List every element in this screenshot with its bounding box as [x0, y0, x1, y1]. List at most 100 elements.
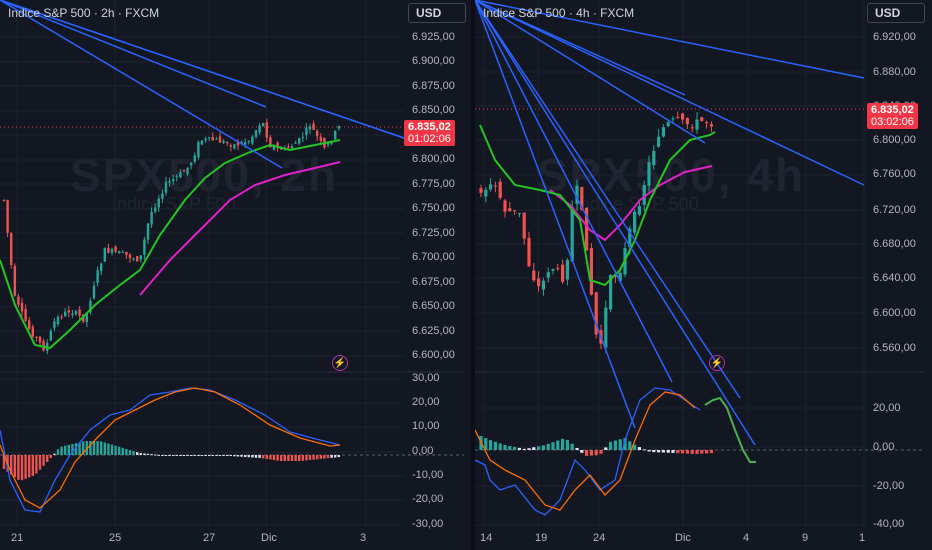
candle-body: [254, 130, 258, 137]
axis-label: 6.700,00: [412, 251, 455, 263]
candle-body: [575, 185, 579, 204]
macd-histogram-bar: [179, 455, 182, 456]
candle-body: [305, 127, 308, 135]
macd-histogram-bar: [175, 455, 178, 456]
candle-body: [637, 206, 641, 215]
macd-histogram-bar: [265, 455, 268, 460]
ema-fast-line: [479, 124, 716, 287]
candle-body: [308, 126, 312, 130]
axis-label: 6.920,00: [873, 31, 916, 43]
macd-histogram-bar: [64, 445, 67, 455]
axis-label: 20,00: [412, 396, 440, 408]
candle-body: [236, 142, 240, 146]
candle-body: [215, 138, 218, 140]
candle-body: [190, 162, 193, 166]
macd-histogram-bar: [136, 452, 139, 455]
candle-body: [294, 142, 297, 144]
macd-histogram-bar: [312, 455, 315, 460]
candle-body: [556, 268, 560, 270]
pane-divider[interactable]: [471, 0, 475, 550]
candle-body: [301, 136, 304, 138]
macd-histogram-bar: [508, 445, 512, 450]
candle-body: [609, 275, 613, 310]
candle-body: [312, 123, 315, 130]
macd-histogram-bar: [709, 450, 713, 454]
macd-histogram-bar: [666, 450, 670, 453]
macd-histogram-bar: [276, 455, 279, 461]
macd-histogram-bar: [319, 455, 322, 459]
trendline: [0, 0, 405, 139]
candle-body: [154, 207, 157, 212]
macd-histogram-bar: [258, 455, 261, 458]
axis-label: 30,00: [412, 372, 440, 384]
chart-pane-2h[interactable]: SPX500, 2h Indice S&P 500 Indice S&P 500…: [0, 0, 471, 550]
macd-histogram-bar: [690, 450, 694, 454]
ema-fast-line: [0, 139, 341, 350]
candle-body: [551, 269, 555, 271]
candle-body: [676, 116, 680, 118]
candle-body: [280, 148, 283, 150]
macd-histogram-bar: [484, 438, 488, 450]
candle-body: [85, 312, 88, 323]
candle-body: [642, 185, 646, 205]
macd-histogram-bar: [585, 450, 589, 456]
candle-body: [244, 142, 247, 145]
macd-histogram-bar: [60, 446, 63, 455]
bar-countdown: 03:02:06: [871, 116, 914, 128]
candle-body: [200, 140, 204, 145]
macd-histogram-bar: [575, 448, 579, 450]
candle-body: [513, 210, 517, 212]
axis-label: 10,00: [412, 420, 440, 432]
candle-body: [517, 213, 521, 215]
flash-alert-icon[interactable]: ⚡: [332, 355, 348, 371]
candle-body: [110, 249, 114, 253]
axis-label: 0,00: [873, 441, 895, 453]
candle-body: [92, 285, 96, 299]
macd-histogram-bar: [301, 455, 304, 461]
candle-body: [484, 189, 488, 197]
time-axis-label: 9: [802, 532, 809, 544]
macd-histogram-bar: [240, 455, 243, 457]
chart-pane-4h[interactable]: SPX500, 4h Indice S&P 500 Indice S&P 500…: [475, 0, 932, 550]
axis-label: 6.750,00: [412, 202, 455, 214]
currency-button[interactable]: USD: [408, 3, 466, 23]
axis-label: 6.775,00: [412, 178, 455, 190]
macd-histogram-bar: [89, 441, 92, 455]
macd-histogram-bar: [46, 455, 49, 462]
macd-histogram-bar: [493, 441, 497, 450]
macd-histogram-bar: [157, 454, 160, 456]
axis-label: 6.680,00: [873, 238, 916, 250]
axis-label: 6.600,00: [412, 349, 455, 361]
current-price-label: 6.835,02 01:02:06: [404, 120, 455, 146]
currency-button[interactable]: USD: [867, 3, 925, 23]
macd-trendline: [475, 0, 741, 399]
axis-label: 6.850,00: [412, 104, 455, 116]
macd-histogram-bar: [28, 455, 31, 478]
candle-body: [74, 311, 78, 315]
macd-histogram-bar: [164, 455, 168, 456]
macd-histogram-bar: [290, 455, 294, 461]
macd-histogram-bar: [172, 455, 175, 456]
macd-histogram-bar: [35, 455, 38, 474]
macd-histogram-bar: [618, 439, 622, 450]
candle-body: [42, 340, 45, 351]
candle-body: [226, 142, 229, 144]
chart-canvas-2h[interactable]: [0, 0, 471, 550]
macd-histogram-bar: [49, 455, 52, 459]
macd-trendline: [475, 0, 636, 429]
chart-canvas-4h[interactable]: [475, 0, 932, 550]
candle-body: [128, 254, 132, 259]
flash-alert-icon[interactable]: ⚡: [709, 355, 725, 371]
macd-histogram-bar: [218, 455, 222, 456]
macd-histogram-bar: [637, 447, 641, 450]
macd-histogram-bar: [244, 455, 247, 458]
axis-label: 6.600,00: [873, 307, 916, 319]
candle-body: [20, 302, 24, 312]
candle-body: [522, 212, 526, 239]
macd-histogram-bar: [308, 455, 312, 460]
candle-body: [24, 309, 27, 321]
macd-histogram-bar: [2, 455, 6, 469]
time-axis-label: Dic: [675, 532, 691, 544]
macd-histogram-bar: [700, 450, 704, 454]
macd-histogram-bar: [42, 455, 45, 466]
